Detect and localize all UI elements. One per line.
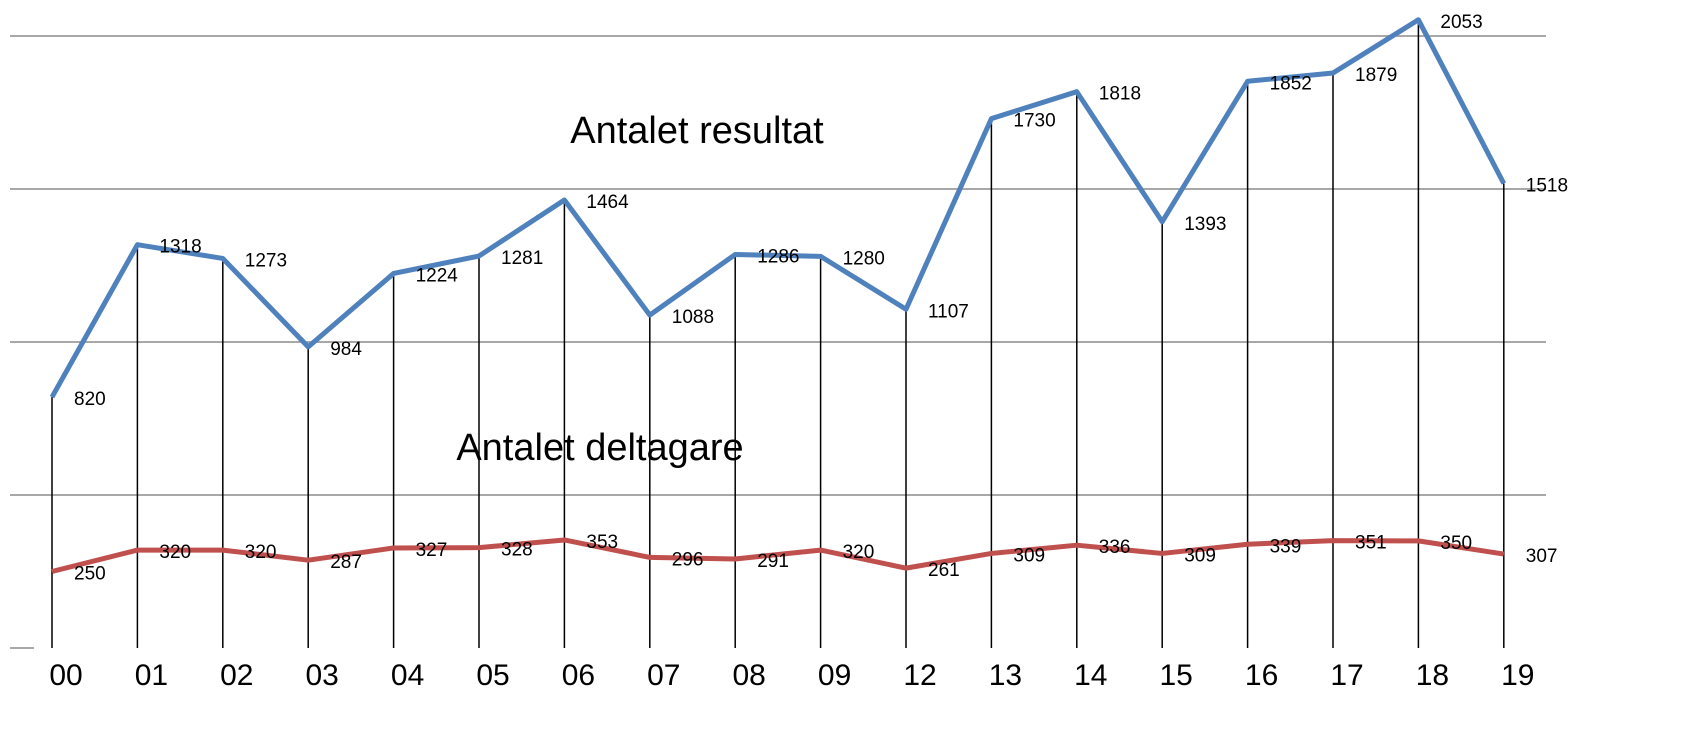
data-label: 320 bbox=[245, 542, 277, 563]
data-label: 2053 bbox=[1440, 12, 1482, 33]
x-tick-label: 06 bbox=[562, 659, 595, 692]
data-label: 1818 bbox=[1099, 84, 1141, 105]
data-label: 328 bbox=[501, 540, 533, 561]
data-label: 1273 bbox=[245, 250, 287, 271]
x-tick-label: 03 bbox=[306, 659, 339, 692]
data-label: 820 bbox=[74, 389, 106, 410]
x-tick-label: 00 bbox=[49, 659, 82, 692]
x-tick-label: 18 bbox=[1416, 659, 1449, 692]
data-label: 1730 bbox=[1013, 111, 1055, 132]
data-label: 1088 bbox=[672, 307, 714, 328]
data-label: 291 bbox=[757, 551, 789, 572]
data-label: 350 bbox=[1440, 533, 1472, 554]
data-label: 307 bbox=[1526, 546, 1558, 567]
data-label: 1393 bbox=[1184, 214, 1226, 235]
data-label: 1107 bbox=[928, 301, 969, 322]
x-tick-label: 16 bbox=[1245, 659, 1278, 692]
data-label: 336 bbox=[1099, 537, 1131, 558]
data-label: 287 bbox=[330, 552, 362, 573]
x-tick-label: 14 bbox=[1074, 659, 1107, 692]
series-line bbox=[49, 17, 1507, 399]
x-tick-label: 04 bbox=[391, 659, 424, 692]
data-label: 1286 bbox=[757, 246, 799, 267]
x-tick-label: 09 bbox=[818, 659, 851, 692]
data-label: 353 bbox=[586, 532, 618, 553]
data-label: 1518 bbox=[1526, 176, 1568, 197]
data-label: 261 bbox=[928, 560, 960, 581]
series-label: Antalet deltagare bbox=[456, 427, 743, 469]
data-label: 1281 bbox=[501, 248, 543, 269]
x-tick-label: 19 bbox=[1501, 659, 1534, 692]
data-label: 250 bbox=[74, 564, 106, 585]
x-tick-label: 05 bbox=[476, 659, 509, 692]
data-label: 320 bbox=[843, 542, 875, 563]
data-label: 351 bbox=[1355, 533, 1387, 554]
series-line bbox=[51, 537, 1505, 574]
data-label: 309 bbox=[1013, 545, 1045, 566]
x-tick-label: 07 bbox=[647, 659, 680, 692]
x-tick-label: 17 bbox=[1330, 659, 1363, 692]
data-label: 327 bbox=[416, 540, 448, 561]
x-tick-label: 01 bbox=[135, 659, 168, 692]
data-label: 1852 bbox=[1270, 73, 1312, 94]
series-label: Antalet resultat bbox=[570, 110, 824, 152]
data-label: 320 bbox=[159, 542, 191, 563]
data-label: 984 bbox=[330, 339, 362, 360]
data-label: 1224 bbox=[416, 265, 459, 286]
data-label: 1464 bbox=[586, 192, 629, 213]
data-label: 296 bbox=[672, 549, 704, 570]
x-tick-label: 15 bbox=[1160, 659, 1193, 692]
data-label: 339 bbox=[1270, 536, 1302, 557]
x-tick-label: 02 bbox=[220, 659, 253, 692]
x-tick-label: 12 bbox=[903, 659, 936, 692]
data-label: 1318 bbox=[159, 237, 201, 258]
x-tick-label: 13 bbox=[989, 659, 1022, 692]
x-tick-label: 08 bbox=[733, 659, 766, 692]
data-label: 1879 bbox=[1355, 65, 1397, 86]
data-label: 309 bbox=[1184, 545, 1216, 566]
data-label: 1280 bbox=[843, 248, 885, 269]
